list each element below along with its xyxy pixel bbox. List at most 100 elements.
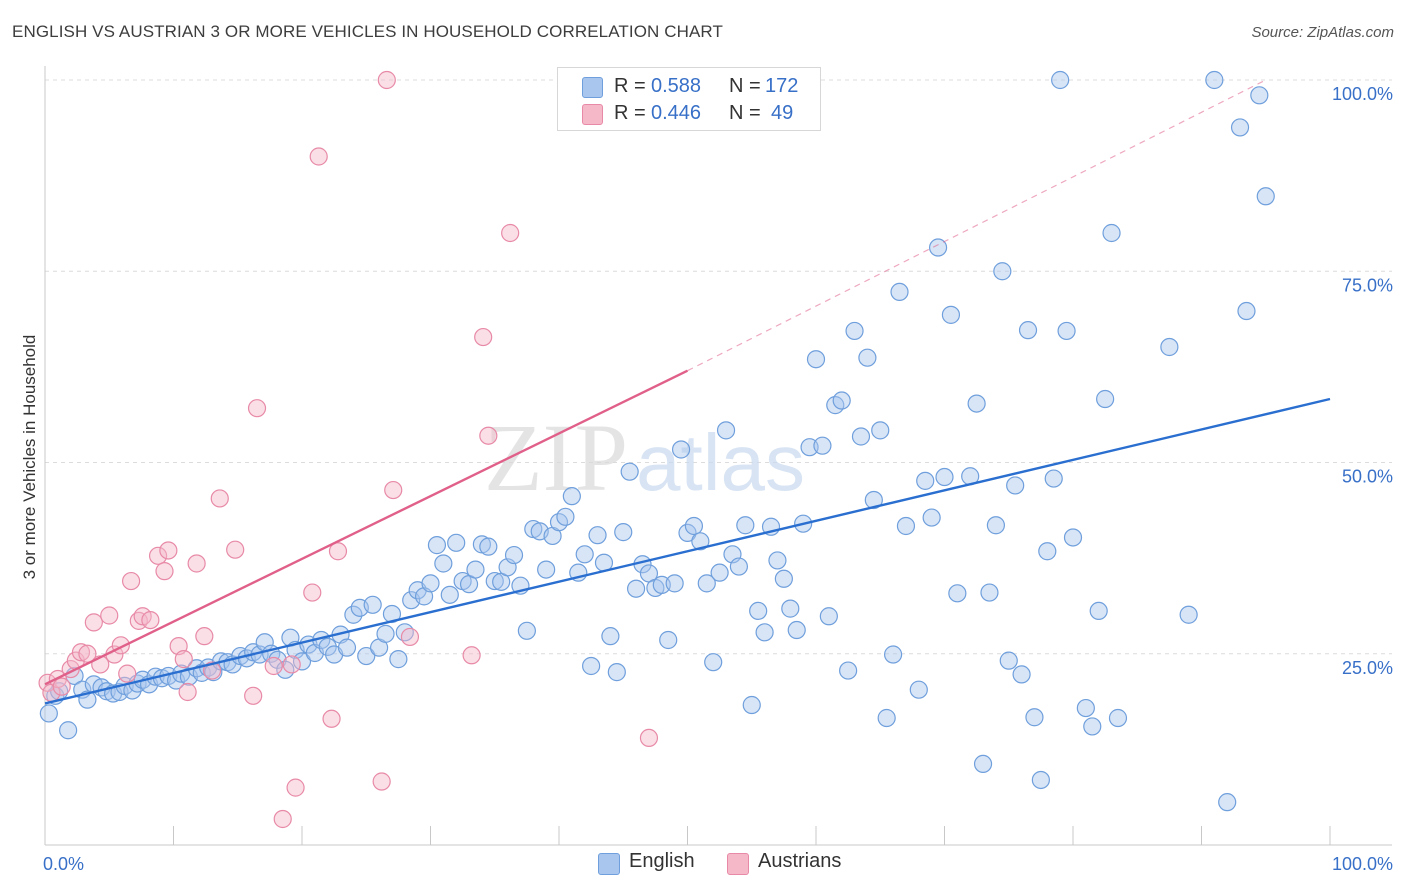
- english-point: [1108, 708, 1128, 728]
- austrian-point: [286, 778, 305, 797]
- austrian-point: [474, 327, 493, 347]
- austrian-point: [501, 223, 520, 243]
- english-point: [1044, 469, 1063, 488]
- english-point: [813, 436, 832, 455]
- english-point: [1102, 223, 1121, 243]
- austrian-point: [462, 646, 481, 665]
- austrian-point: [479, 426, 498, 445]
- austrian-point: [178, 682, 197, 702]
- austrian-point: [400, 627, 420, 647]
- english-point: [1012, 665, 1031, 684]
- english-point: [582, 656, 601, 676]
- r-label: R =: [614, 102, 646, 124]
- austrian-point: [247, 399, 267, 418]
- austrian-point: [377, 70, 396, 90]
- austrian-point: [100, 606, 119, 625]
- r-label: R =: [614, 75, 646, 97]
- english-point: [871, 421, 890, 440]
- english-point: [1006, 476, 1025, 495]
- austrian-point: [309, 147, 328, 166]
- r-value: 0.588: [651, 75, 702, 97]
- austrian-point: [328, 542, 348, 561]
- english-point: [39, 704, 58, 723]
- austrian-point: [141, 610, 160, 630]
- y-tick-label: 25.0%: [1342, 658, 1393, 678]
- english-point: [434, 554, 453, 573]
- english-point: [357, 646, 376, 666]
- english-point: [1018, 321, 1038, 340]
- english-point: [729, 557, 749, 576]
- english-point: [517, 621, 536, 640]
- austrian-point: [71, 643, 91, 662]
- english-point: [504, 545, 524, 565]
- x-tick-label-max: 100.0%: [1332, 854, 1393, 874]
- austrian-point: [118, 664, 137, 683]
- english-point: [344, 605, 363, 624]
- english-point: [363, 595, 382, 614]
- english-point: [575, 545, 594, 564]
- english-point: [1076, 698, 1095, 718]
- austrians-swatch: [582, 104, 603, 125]
- english-point: [755, 623, 774, 642]
- english-point: [447, 533, 466, 552]
- austrian-point: [384, 480, 403, 500]
- english-point: [337, 638, 357, 657]
- watermark-zip: ZIP: [484, 404, 628, 511]
- english-point: [941, 305, 961, 324]
- austrian-point: [282, 655, 301, 674]
- english-point: [1237, 301, 1256, 321]
- english-point: [864, 490, 883, 510]
- english-point: [1063, 528, 1083, 547]
- n-value: 49: [771, 102, 794, 124]
- r-value: 0.446: [651, 102, 702, 124]
- english-point: [1025, 708, 1044, 727]
- english-point: [1205, 70, 1224, 90]
- english-point: [736, 516, 755, 535]
- austrian-point: [78, 644, 97, 663]
- english-point: [768, 551, 787, 570]
- english-point: [877, 708, 896, 728]
- english-point: [1038, 542, 1057, 561]
- english-point: [376, 624, 395, 643]
- english-point: [716, 421, 736, 440]
- n-label: N =: [729, 75, 761, 97]
- austrian-point: [210, 489, 229, 508]
- english-point: [883, 645, 903, 664]
- english-point: [684, 516, 704, 536]
- english-point: [787, 620, 806, 640]
- n-value: 172: [765, 75, 799, 97]
- english-point: [1256, 187, 1275, 206]
- austrians-swatch: [727, 853, 749, 875]
- english-point: [948, 584, 967, 603]
- austrian-point: [187, 554, 206, 573]
- english-point: [537, 560, 556, 579]
- austrian-point: [202, 661, 222, 680]
- english-point: [999, 651, 1018, 670]
- watermark-atlas: atlas: [636, 418, 805, 507]
- austrian-trend-line: [44, 369, 689, 686]
- austrian-point: [195, 627, 214, 646]
- english-point: [826, 396, 845, 415]
- english-point: [935, 467, 954, 487]
- austrian-point: [264, 656, 283, 676]
- english-swatch: [582, 77, 603, 98]
- english-point: [922, 508, 941, 527]
- english-point: [292, 652, 312, 671]
- english-point: [1179, 605, 1198, 624]
- english-point: [774, 569, 793, 588]
- english-point: [59, 721, 78, 740]
- english-point: [851, 427, 871, 446]
- austrian-point: [174, 650, 193, 669]
- x-tick-label-min: 0.0%: [43, 854, 84, 874]
- y-axis-title: 3 or more Vehicles in Household: [20, 334, 39, 580]
- english-point: [466, 560, 485, 579]
- english-point: [1089, 601, 1108, 621]
- english-point: [665, 574, 684, 593]
- austrian-trend-extension: [687, 79, 1267, 372]
- english-point: [691, 532, 710, 551]
- english-point: [659, 630, 678, 650]
- y-tick-label: 50.0%: [1342, 467, 1393, 487]
- austrian-point: [639, 728, 659, 748]
- english-point: [485, 571, 504, 591]
